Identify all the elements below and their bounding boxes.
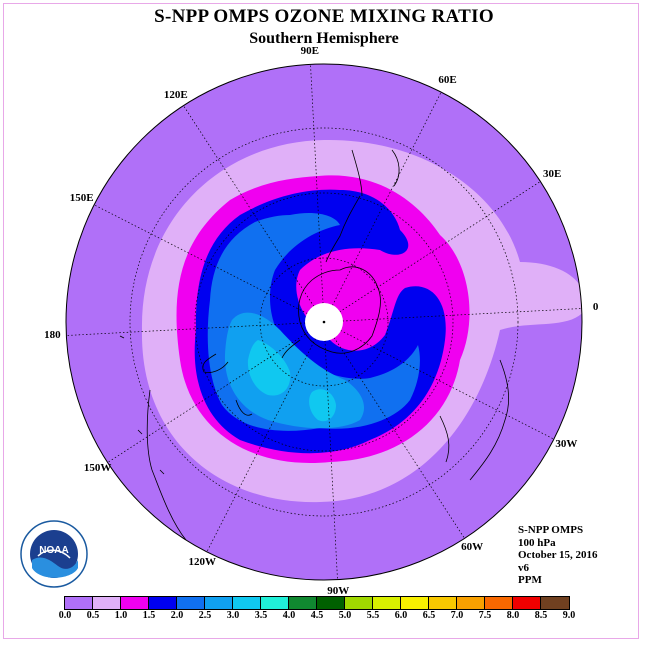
band-3.0-3.5 bbox=[309, 389, 336, 422]
figure-frame bbox=[3, 3, 639, 639]
colorbar-tick-label: 2.5 bbox=[198, 610, 212, 621]
colorbar-swatch bbox=[149, 597, 177, 609]
colorbar-tick-label: 0.0 bbox=[58, 610, 72, 621]
colorbar-tick-label: 8.0 bbox=[506, 610, 520, 621]
colorbar-tick-label: 6.0 bbox=[394, 610, 408, 621]
longitude-label: 60E bbox=[438, 74, 457, 87]
meridian-line bbox=[323, 321, 465, 539]
ozone-field bbox=[66, 64, 582, 580]
map-subtitle: Southern Hemisphere bbox=[249, 30, 399, 47]
longitude-label: 0 bbox=[592, 300, 599, 313]
colorbar-tick-label: 8.5 bbox=[534, 610, 548, 621]
colorbar-tick-label: 1.5 bbox=[142, 610, 156, 621]
colorbar-tick-label: 7.0 bbox=[450, 610, 464, 621]
colorbar-tick-label: 5.5 bbox=[366, 610, 380, 621]
colorbar-tick-label: 9.0 bbox=[562, 610, 576, 621]
colorbar-swatch bbox=[205, 597, 233, 609]
map-boundary bbox=[65, 63, 583, 581]
longitude-label: 30W bbox=[555, 437, 578, 450]
meridian-line bbox=[66, 321, 325, 336]
colorbar-tick-label: 6.5 bbox=[422, 610, 436, 621]
colorbar-swatch bbox=[485, 597, 513, 609]
longitude-label: 120W bbox=[188, 555, 217, 568]
colorbar-swatch bbox=[261, 597, 289, 609]
colorbar-tick-label: 2.0 bbox=[170, 610, 184, 621]
pressure-level-label: 100 hPa bbox=[518, 536, 556, 549]
south-pole-marker bbox=[322, 320, 326, 324]
meridian-line bbox=[183, 105, 325, 323]
colorbar-swatch bbox=[121, 597, 149, 609]
colorbar-tick-label: 5.0 bbox=[338, 610, 352, 621]
longitude-label: 120E bbox=[163, 88, 188, 101]
colorbar-swatch bbox=[93, 597, 121, 609]
colorbar-swatch bbox=[289, 597, 317, 609]
meridian-line bbox=[323, 321, 555, 440]
longitude-label: 90W bbox=[327, 584, 350, 597]
colorbar-swatch bbox=[513, 597, 541, 609]
longitude-label: 180 bbox=[44, 329, 61, 342]
instrument-label: S-NPP OMPS bbox=[518, 524, 584, 536]
longitude-label: 150W bbox=[83, 462, 112, 475]
band-3.0-3.5 bbox=[247, 340, 291, 396]
colorbar-tick-label: 1.0 bbox=[114, 610, 128, 621]
colorbar-swatch bbox=[317, 597, 345, 609]
colorbar-tick-label: 3.5 bbox=[254, 610, 268, 621]
colorbar-tick-label: 7.5 bbox=[478, 610, 492, 621]
colorbar-swatch bbox=[233, 597, 261, 609]
colorbar-tick-label: 3.0 bbox=[226, 610, 240, 621]
colorbar-swatch bbox=[541, 597, 569, 609]
colorbar-swatch bbox=[345, 597, 373, 609]
colorbar-swatch bbox=[429, 597, 457, 609]
logo-text: NOAA bbox=[39, 545, 68, 556]
meridian-line bbox=[323, 308, 582, 323]
units-label: PPM bbox=[518, 574, 542, 586]
longitude-label: 150E bbox=[69, 192, 94, 205]
noaa-logo: NOAA bbox=[20, 520, 88, 588]
colorbar-tick-label: 4.5 bbox=[310, 610, 324, 621]
meridian-line bbox=[107, 321, 325, 463]
graticule bbox=[66, 64, 582, 580]
map-title: S-NPP OMPS OZONE MIXING RATIO bbox=[154, 6, 494, 27]
longitude-label: 90E bbox=[300, 45, 319, 58]
meridian-line bbox=[93, 204, 325, 323]
longitude-label: 30E bbox=[542, 167, 562, 180]
product-info: S-NPP OMPS 100 hPa October 15, 2016 v6 P… bbox=[518, 524, 598, 587]
version-label: v6 bbox=[518, 561, 529, 574]
date-label: October 15, 2016 bbox=[518, 549, 598, 561]
meridian-line bbox=[310, 64, 325, 323]
colorbar-swatch bbox=[373, 597, 401, 609]
colorbar-tick-label: 4.0 bbox=[282, 610, 296, 621]
colorbar-tick-label: 0.5 bbox=[86, 610, 100, 621]
meridian-line bbox=[206, 321, 325, 553]
colorbar-swatch bbox=[177, 597, 205, 609]
meridian-line bbox=[323, 321, 338, 580]
colorbar-swatch bbox=[65, 597, 93, 609]
longitude-label: 60W bbox=[461, 541, 484, 554]
colorbar-swatch bbox=[457, 597, 485, 609]
colorbar bbox=[64, 596, 570, 610]
meridian-line bbox=[323, 91, 442, 323]
meridian-line bbox=[323, 181, 541, 323]
colorbar-swatch bbox=[401, 597, 429, 609]
